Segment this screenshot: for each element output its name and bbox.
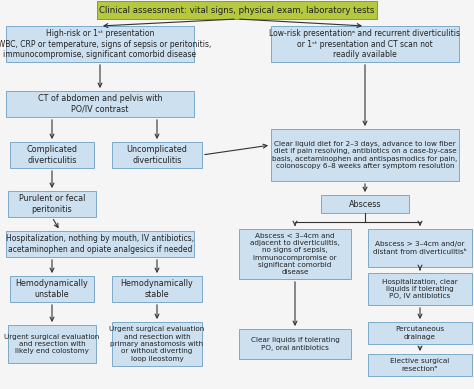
Text: Clear liquids if tolerating
PO, oral antibiotics: Clear liquids if tolerating PO, oral ant…	[251, 337, 339, 350]
Text: Complicated
diverticulitis: Complicated diverticulitis	[27, 145, 78, 165]
FancyBboxPatch shape	[368, 322, 472, 344]
FancyBboxPatch shape	[271, 26, 459, 62]
FancyBboxPatch shape	[112, 276, 202, 302]
FancyBboxPatch shape	[6, 91, 194, 117]
FancyBboxPatch shape	[271, 129, 459, 181]
FancyBboxPatch shape	[368, 354, 472, 376]
FancyBboxPatch shape	[8, 191, 96, 217]
FancyBboxPatch shape	[368, 229, 472, 267]
Text: High-risk or 1ˢᵗ presentation
↑ WBC, CRP or temperature, signs of sepsis or peri: High-risk or 1ˢᵗ presentation ↑ WBC, CRP…	[0, 29, 211, 59]
FancyBboxPatch shape	[8, 325, 96, 363]
Text: CT of abdomen and pelvis with
PO/IV contrast: CT of abdomen and pelvis with PO/IV cont…	[38, 94, 162, 114]
Text: Clear liquid diet for 2–3 days, advance to low fiber
diet if pain resolving, ant: Clear liquid diet for 2–3 days, advance …	[273, 141, 457, 169]
Text: Hospitalization, nothing by mouth, IV antibiotics,
acetaminophen and opiate anal: Hospitalization, nothing by mouth, IV an…	[6, 234, 194, 254]
FancyBboxPatch shape	[10, 276, 94, 302]
Text: Purulent or fecal
peritonitis: Purulent or fecal peritonitis	[19, 194, 85, 214]
Text: Low-risk presentationᵃ and recurrent diverticulitis
or 1ˢᵗ presentation and CT s: Low-risk presentationᵃ and recurrent div…	[270, 29, 461, 59]
Text: Hemodynamically
stable: Hemodynamically stable	[120, 279, 193, 299]
FancyBboxPatch shape	[239, 229, 351, 279]
Text: Abscess > 3–4cm and/or
distant from diverticulitisᵇ: Abscess > 3–4cm and/or distant from dive…	[373, 242, 467, 255]
FancyBboxPatch shape	[6, 26, 194, 62]
FancyBboxPatch shape	[321, 195, 409, 213]
FancyBboxPatch shape	[10, 142, 94, 168]
Text: Clinical assessment: vital signs, physical exam, laboratory tests: Clinical assessment: vital signs, physic…	[100, 5, 374, 14]
Text: Urgent surgical evaluation
and resection with
primary anastomosis with
or withou: Urgent surgical evaluation and resection…	[109, 326, 205, 361]
Text: Abscess: Abscess	[349, 200, 381, 209]
FancyBboxPatch shape	[112, 142, 202, 168]
FancyBboxPatch shape	[6, 231, 194, 257]
Text: Urgent surgical evaluation
and resection with
likely end colostomy: Urgent surgical evaluation and resection…	[4, 334, 100, 354]
Text: Hemodynamically
unstable: Hemodynamically unstable	[16, 279, 88, 299]
FancyBboxPatch shape	[97, 1, 377, 19]
FancyBboxPatch shape	[112, 322, 202, 366]
Text: Elective surgical
resectionᵃ: Elective surgical resectionᵃ	[391, 358, 450, 371]
Text: Percutaneous
drainage: Percutaneous drainage	[395, 326, 445, 340]
Text: Abscess < 3–4cm and
adjacent to diverticulitis,
no signs of sepsis,
immunocompro: Abscess < 3–4cm and adjacent to divertic…	[250, 233, 340, 275]
FancyBboxPatch shape	[239, 329, 351, 359]
Text: Uncomplicated
diverticulitis: Uncomplicated diverticulitis	[127, 145, 187, 165]
Text: Hospitalization, clear
liquids if tolerating
PO, IV antibiotics: Hospitalization, clear liquids if tolera…	[382, 279, 458, 299]
FancyBboxPatch shape	[368, 273, 472, 305]
